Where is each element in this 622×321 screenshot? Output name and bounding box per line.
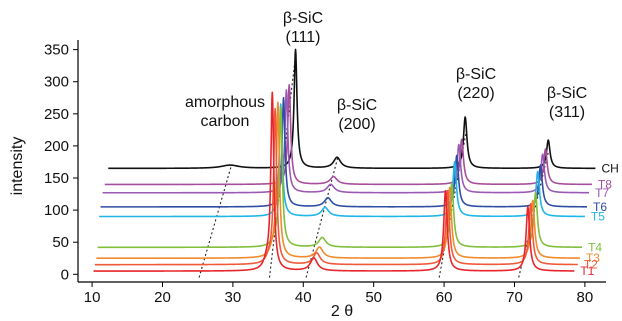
annotation-sic-111-line1: β-SiC xyxy=(283,10,323,27)
annotation-sic-220-line1: β-SiC xyxy=(456,66,496,83)
y-tick-label: 50 xyxy=(52,234,69,251)
x-tick-label: 40 xyxy=(295,289,312,306)
series-label-t7: T7 xyxy=(595,186,609,200)
y-tick-label: 150 xyxy=(44,170,69,187)
x-axis-label: 2 θ xyxy=(331,303,353,320)
x-tick-label: 20 xyxy=(154,289,171,306)
y-tick-label: 200 xyxy=(44,138,69,155)
series-layer xyxy=(93,49,595,271)
y-tick-label: 0 xyxy=(61,266,69,283)
series-line-t2 xyxy=(95,109,578,265)
series-line-t6 xyxy=(101,98,587,207)
annotation-amorphous-carbon-line1: amorphous xyxy=(185,94,265,111)
annotation-sic-200-line2: (200) xyxy=(338,116,375,133)
annotation-amorphous-carbon-line2: carbon xyxy=(201,113,250,130)
x-tick-label: 30 xyxy=(225,289,242,306)
annotation-sic-311-line2: (311) xyxy=(549,104,585,121)
x-tick-label: 80 xyxy=(577,289,594,306)
guide-lines xyxy=(199,50,548,278)
peak-guide-line xyxy=(199,165,231,277)
series-label-ch: CH xyxy=(601,161,618,175)
y-tick-label: 250 xyxy=(44,106,69,123)
x-tick-label: 50 xyxy=(365,289,382,306)
x-tick-label: 60 xyxy=(436,289,453,306)
x-tick-label: 70 xyxy=(506,289,523,306)
annotation-sic-220-line2: (220) xyxy=(457,85,494,102)
series-label-t1: T1 xyxy=(580,264,594,278)
annotation-amorphous-carbon: amorphous carbon xyxy=(185,94,265,130)
annotation-sic-111: β-SiC (111) xyxy=(283,10,323,46)
annotation-sic-220: β-SiC (220) xyxy=(456,66,496,102)
series-label-t5: T5 xyxy=(591,210,605,224)
annotation-sic-311-line1: β-SiC xyxy=(547,85,587,102)
annotation-sic-200: β-SiC (200) xyxy=(337,97,377,133)
y-tick-label: 100 xyxy=(44,202,69,219)
y-tick-label: 300 xyxy=(44,74,69,91)
y-axis-label: intensity xyxy=(9,137,26,196)
annotation-sic-111-line2: (111) xyxy=(286,29,321,46)
annotation-sic-200-line1: β-SiC xyxy=(337,97,377,114)
y-tick-label: 350 xyxy=(44,42,69,59)
x-tick-label: 10 xyxy=(84,289,101,306)
series-line-t1 xyxy=(93,92,574,271)
annotation-sic-311: β-SiC (311) xyxy=(547,85,587,121)
